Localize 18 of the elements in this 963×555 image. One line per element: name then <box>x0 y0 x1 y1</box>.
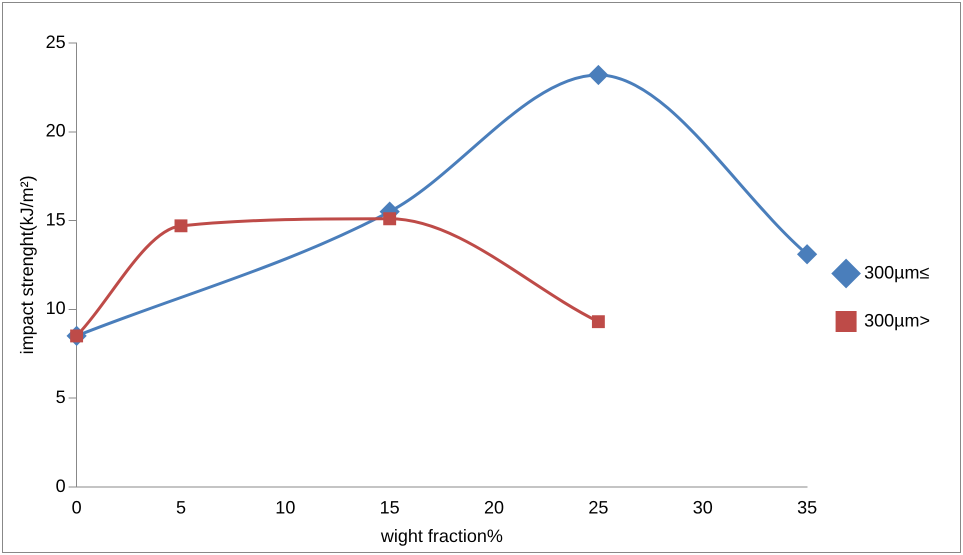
y-tick-label: 5 <box>56 387 66 408</box>
x-tick-label: 0 <box>72 498 82 518</box>
x-tick-label: 10 <box>275 498 296 518</box>
y-tick-label: 0 <box>56 476 66 496</box>
x-tick-label: 5 <box>176 498 186 518</box>
y-axis-title: impact strenght(kJ/m²) <box>16 175 37 354</box>
x-tick-label: 30 <box>692 498 713 518</box>
legend-label: 300µm> <box>864 310 930 330</box>
x-tick-label: 35 <box>797 498 818 518</box>
x-tick-label: 15 <box>380 498 400 518</box>
x-tick-label: 25 <box>588 498 608 518</box>
y-tick-label: 15 <box>46 209 66 230</box>
y-tick-label: 20 <box>46 120 66 141</box>
x-axis-title: wight fraction% <box>380 526 503 546</box>
y-tick-label: 10 <box>46 298 66 318</box>
x-tick-label: 20 <box>484 498 504 518</box>
y-tick-label: 25 <box>46 32 66 52</box>
legend-label: 300µm≤ <box>864 262 930 282</box>
